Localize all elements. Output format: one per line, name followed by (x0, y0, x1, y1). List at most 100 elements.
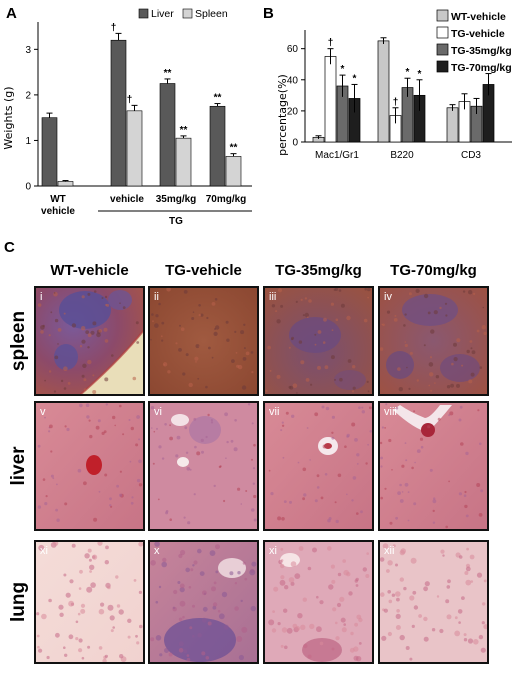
tissue-texture (177, 581, 181, 584)
tissue-texture (153, 430, 156, 433)
tissue-texture (168, 652, 173, 657)
tissue-texture (57, 343, 59, 345)
legend-label-liver: Liver (151, 8, 174, 20)
tissue-texture (344, 445, 347, 449)
chart-a-significance-mark: ** (230, 143, 238, 154)
tissue-texture (464, 490, 467, 494)
histology-tile-border (148, 540, 259, 664)
chart-a-ytick-label: 3 (25, 45, 31, 56)
tissue-texture (162, 557, 167, 563)
tissue-texture (432, 521, 436, 524)
tissue-texture (240, 503, 243, 505)
tissue-texture (53, 390, 57, 393)
tissue-texture (104, 654, 108, 658)
tissue-texture (334, 378, 336, 381)
tissue-texture (351, 422, 356, 427)
tissue-texture (186, 467, 191, 471)
tissue-texture (135, 321, 139, 325)
tissue-texture (179, 587, 185, 593)
tissue-texture (110, 629, 114, 633)
tissue-texture (104, 377, 109, 382)
tissue-texture (251, 508, 255, 512)
panel-label-a: A (6, 5, 17, 22)
tissue-texture (415, 288, 420, 293)
tissue-texture (50, 474, 54, 478)
tissue-texture (404, 341, 407, 343)
tissue-texture (250, 605, 256, 612)
tissue-texture (271, 628, 277, 633)
tissue-texture (393, 318, 398, 322)
tissue-texture (68, 600, 74, 607)
tissue-texture (351, 499, 354, 502)
tissue-texture (338, 289, 342, 292)
tissue-texture (185, 567, 190, 573)
tissue-texture (379, 347, 384, 351)
tissue-texture (381, 426, 384, 429)
tissue-texture (81, 295, 85, 299)
tissue-texture (302, 467, 307, 472)
tissue-texture (304, 297, 308, 300)
tissue-texture (135, 443, 139, 447)
tissue-texture (86, 586, 93, 593)
tissue-texture (429, 356, 433, 359)
tissue-texture (476, 572, 483, 578)
tissue-texture (238, 654, 244, 661)
tissue-texture (405, 459, 408, 462)
tissue-texture (201, 450, 204, 454)
tissue-texture (316, 595, 319, 599)
tissue-texture (64, 502, 68, 506)
tissue-texture (468, 379, 473, 384)
tissue-texture (205, 385, 208, 389)
tissue-texture (479, 366, 483, 369)
tissue-texture (184, 426, 188, 430)
tissue-texture (50, 450, 53, 453)
tissue-texture (449, 411, 454, 416)
tile-numeral: xi (269, 545, 277, 557)
chart-a-bar-liver (110, 39, 127, 187)
tissue-texture (410, 557, 417, 564)
tissue-texture (152, 462, 155, 465)
tissue-texture (379, 441, 383, 445)
tissue-texture (36, 612, 40, 616)
tissue-texture (291, 414, 295, 418)
tissue-texture (81, 656, 85, 660)
tissue-texture (430, 389, 433, 392)
tissue-texture (305, 378, 310, 382)
tissue-texture (358, 406, 361, 410)
chart-b-bar (377, 40, 390, 143)
tissue-texture (109, 615, 115, 621)
tissue-texture (347, 359, 352, 363)
histology-tile-border (34, 401, 145, 531)
tissue-texture (380, 592, 385, 597)
tissue-texture (253, 443, 256, 447)
chart-b-bar (446, 107, 459, 143)
tissue-texture (57, 328, 62, 332)
tissue-texture (133, 579, 137, 582)
tissue-texture (275, 310, 278, 313)
tissue-texture (362, 567, 367, 572)
tissue-texture (461, 596, 465, 600)
tissue-texture (432, 499, 437, 504)
chart-a-category-label: 35mg/kg (156, 194, 197, 205)
tissue-texture (298, 546, 304, 551)
histology-tile-border (378, 540, 489, 664)
chart-a-legend: Liver Spleen (138, 8, 228, 20)
tissue-texture (433, 497, 436, 500)
tissue-texture (411, 466, 414, 470)
tissue-texture (302, 314, 305, 317)
tissue-texture (387, 590, 392, 594)
tile-lung-tg-35 (264, 541, 373, 663)
tissue-texture (193, 560, 198, 565)
tissue-texture (295, 300, 298, 303)
tile-numeral: vii (269, 406, 279, 418)
tissue-texture (346, 435, 349, 438)
tissue-texture (399, 549, 405, 556)
tissue-texture (445, 599, 450, 604)
tissue-texture (161, 339, 164, 342)
tissue-texture (119, 302, 121, 305)
tissue-texture (191, 317, 195, 320)
tissue-texture (116, 484, 119, 488)
tissue-texture (169, 436, 174, 441)
tissue-texture (205, 656, 210, 660)
tissue-texture (404, 343, 408, 348)
